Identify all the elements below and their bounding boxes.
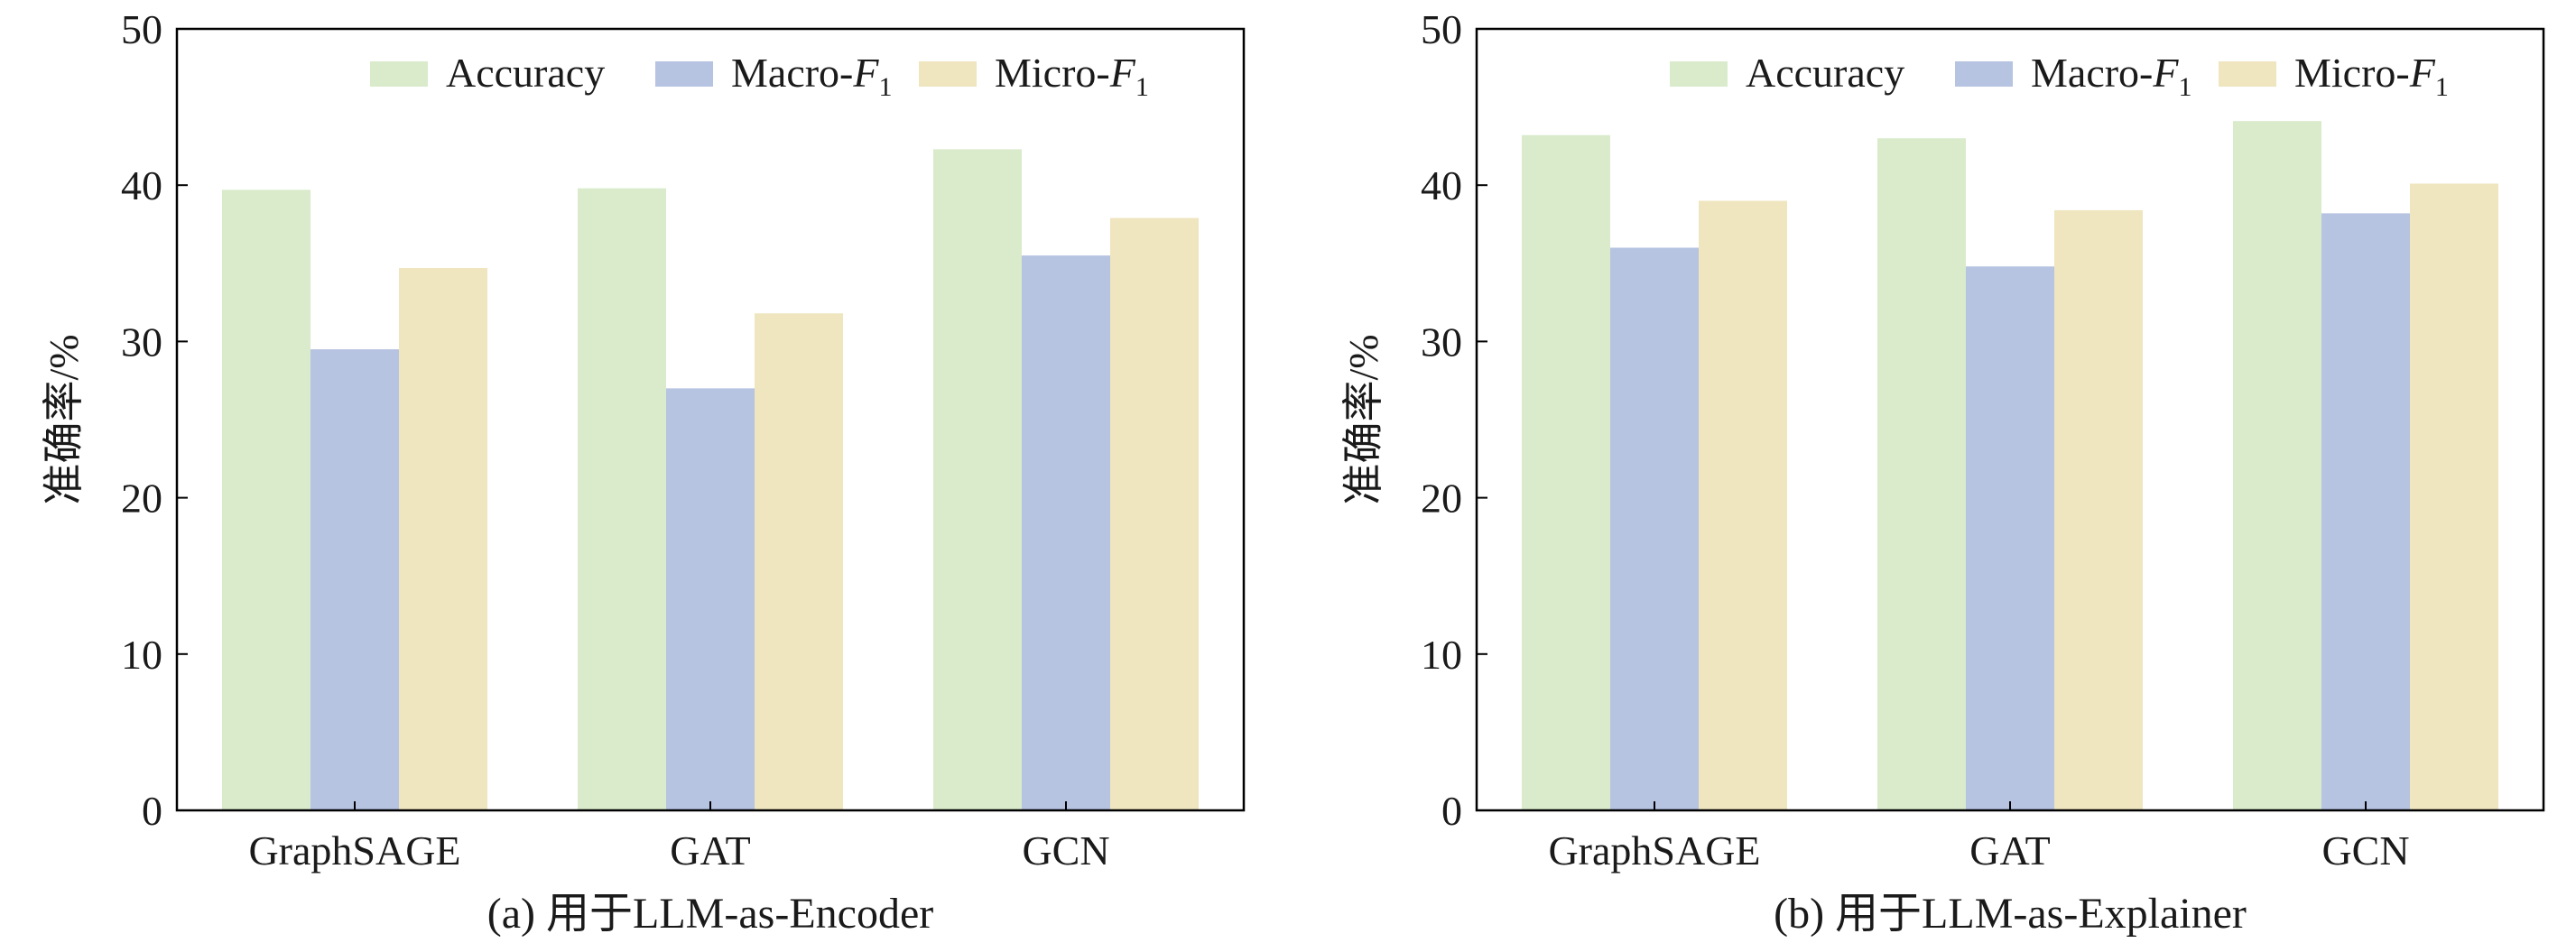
legend-label: Micro-F1 [2294, 50, 2449, 102]
legend-swatch [1670, 61, 1728, 87]
legend-item: Micro-F1 [2219, 50, 2449, 102]
legend-label: Macro-F1 [2031, 50, 2191, 102]
y-tick-label: 40 [121, 162, 162, 208]
bar-graphsage-accuracy [1522, 134, 1610, 810]
bar-graphsage-micro-f1 [399, 267, 487, 811]
bar-gcn-macro-f1 [1022, 255, 1110, 810]
chart-caption: (b) 用于LLM-as-Explainer [1774, 890, 2247, 938]
legend-swatch [2219, 61, 2276, 87]
y-tick-label: 0 [1441, 788, 1462, 834]
legend-label: Accuracy [446, 50, 605, 96]
bar-graphsage-macro-f1 [310, 349, 399, 810]
bar-gat-micro-f1 [755, 313, 843, 810]
legend-label: Macro-F1 [731, 50, 892, 102]
legend-item: Macro-F1 [1955, 50, 2191, 102]
legend: Accuracy Macro-F1 Micro-F1 [1670, 50, 2449, 102]
legend-swatch [655, 61, 713, 87]
y-tick-label: 20 [121, 476, 162, 522]
legend-item: Accuracy [370, 50, 605, 96]
x-tick-label: GraphSAGE [1548, 827, 1760, 874]
legend-label: Micro-F1 [995, 50, 1149, 102]
y-tick-label: 0 [142, 788, 162, 834]
legend-item: Macro-F1 [655, 50, 892, 102]
y-tick-label: 40 [1421, 162, 1462, 208]
y-axis-label: 准确率/% [1340, 334, 1386, 504]
legend-swatch [1955, 61, 2013, 87]
bar-graphsage-macro-f1 [1610, 247, 1699, 811]
plot-frame [175, 27, 1246, 812]
legend-item: Accuracy [1670, 50, 1904, 96]
bar-gcn-accuracy [933, 149, 1022, 810]
y-tick-label: 10 [121, 632, 162, 678]
bar-graphsage-micro-f1 [1699, 200, 1787, 810]
chart-caption: (a) 用于LLM-as-Encoder [487, 890, 933, 938]
plot-frame [1475, 27, 2545, 812]
bar-gcn-micro-f1 [2410, 183, 2498, 810]
bar-gat-macro-f1 [666, 388, 755, 810]
bar-gcn-accuracy [2233, 121, 2321, 811]
legend-label: Accuracy [1746, 50, 1904, 96]
bar-gat-accuracy [1877, 138, 1966, 811]
legend-swatch [919, 61, 977, 87]
x-tick-label: GCN [2321, 827, 2409, 874]
y-tick-label: 30 [1421, 319, 1462, 365]
chart-panel-a: GraphSAGE GAT GCN 0 10 20 30 40 50 准确率/% Accuracy M… [41, 6, 1246, 938]
bar-gat-accuracy [578, 188, 666, 810]
y-tick-label: 30 [121, 319, 162, 365]
x-tick-label: GCN [1022, 827, 1109, 874]
x-tick-label: GAT [1969, 827, 2050, 874]
y-tick-label: 50 [1421, 6, 1462, 52]
legend-swatch [370, 61, 428, 87]
legend-item: Micro-F1 [919, 50, 1149, 102]
bar-gcn-macro-f1 [2321, 213, 2410, 811]
legend: Accuracy Macro-F1 Micro-F1 [370, 50, 1149, 102]
x-tick-label: GAT [670, 827, 750, 874]
y-axis-label: 准确率/% [41, 334, 87, 504]
y-tick-label: 50 [121, 6, 162, 52]
bar-graphsage-accuracy [222, 190, 310, 810]
y-tick-label: 10 [1421, 632, 1462, 678]
y-tick-label: 20 [1421, 476, 1462, 522]
x-tick-label: GraphSAGE [248, 827, 460, 874]
bar-gat-micro-f1 [2054, 209, 2143, 811]
bar-gat-macro-f1 [1966, 266, 2054, 810]
chart-panel-b: GraphSAGE GAT GCN 0 10 20 30 40 50 准确率/% Accuracy M… [1340, 6, 2545, 938]
bar-gcn-micro-f1 [1110, 217, 1199, 810]
